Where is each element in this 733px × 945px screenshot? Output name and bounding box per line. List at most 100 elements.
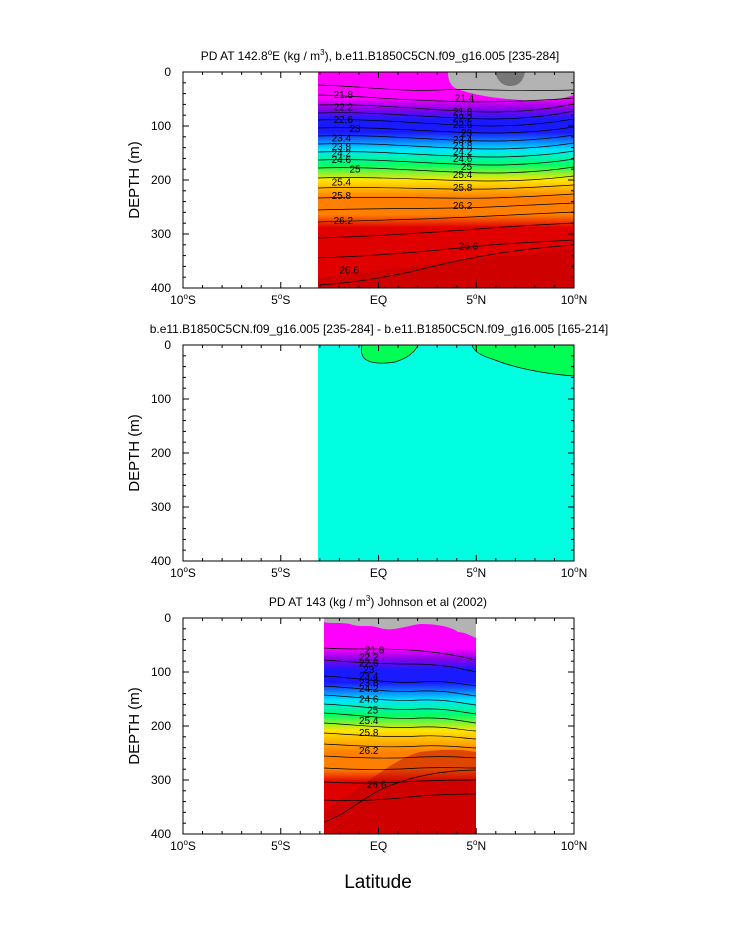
panel-2-ylabel: DEPTH (m) (126, 414, 143, 492)
panel-2: b.e11.B1850C5CN.f09_g16.005 [235-284] - … (126, 322, 608, 580)
contour-label: 24.2 (359, 684, 379, 695)
y-tick-label: 200 (151, 446, 171, 460)
contour-label: 26.2 (359, 746, 379, 757)
panel-3-field (324, 618, 476, 834)
panel-1-field (318, 72, 574, 288)
contour-label: 23.4 (359, 671, 379, 682)
y-tick-label: 300 (151, 227, 171, 241)
contour-line (324, 767, 476, 770)
contour-label: 23 (349, 124, 361, 135)
contour-label: 23 (363, 665, 375, 676)
contour-label: 21.4 (455, 93, 475, 104)
contour-line (318, 126, 574, 134)
panel-2-title: b.e11.B1850C5CN.f09_g16.005 [235-284] - … (150, 322, 609, 336)
panel-1-dark-gray-patch (495, 72, 525, 86)
x-tick-label: 10oN (561, 838, 587, 853)
x-tick-label: 10oN (561, 292, 587, 307)
contour-label: 26.6 (367, 780, 387, 791)
y-tick-label: 100 (151, 392, 171, 406)
contour-line (324, 793, 476, 801)
panel-3-labels: 21.822.222.62323.423.824.224.62525.425.8… (359, 645, 387, 790)
contour-label: 25.8 (453, 183, 473, 194)
x-tick-label: 5oN (466, 292, 486, 307)
y-tick-label: 100 (151, 119, 171, 133)
panel-2-green-right (471, 345, 574, 377)
y-tick-label: 300 (151, 773, 171, 787)
x-tick-label: EQ (370, 839, 387, 853)
contour-line (318, 244, 574, 286)
panel-1-gray-patch (448, 72, 574, 101)
x-tick-label: EQ (370, 293, 387, 307)
contour-line (324, 769, 476, 823)
contour-label: 24.2 (332, 149, 352, 160)
contour-label: 23.8 (453, 141, 473, 152)
panel-3-ticks: 10oS 5oS EQ 5oN 10oN 0 100 200 300 400 (151, 611, 587, 853)
contour-label: 25.4 (359, 716, 379, 727)
contour-label: 21.8 (334, 90, 354, 101)
contour-line (318, 103, 574, 113)
contour-line (324, 755, 476, 759)
panel-1-title: PD AT 142.8oE (kg / m3), b.e11.B1850C5CN… (201, 48, 559, 63)
contour-label: 25 (349, 165, 361, 176)
contour-line (324, 685, 476, 697)
contour-label: 26.2 (334, 216, 354, 227)
contour-line (318, 239, 574, 259)
contour-label: 22.2 (359, 652, 379, 663)
contour-line (324, 647, 476, 661)
contour-line (318, 222, 574, 239)
contour-label: 26.6 (459, 241, 479, 252)
panel-2-field (318, 345, 574, 561)
contour-label: 21.8 (365, 645, 385, 656)
contour-label: 25.8 (359, 728, 379, 739)
contour-line (318, 142, 574, 150)
contour-label: 22.6 (334, 115, 354, 126)
contour-line (318, 211, 574, 223)
contour-line (324, 703, 476, 715)
contour-label: 24.6 (332, 155, 352, 166)
contour-line (324, 743, 476, 749)
panel-2-green-left (361, 345, 419, 364)
contour-line (318, 110, 574, 120)
panel-2-fill (318, 345, 574, 561)
contour-label: 25.4 (332, 178, 352, 189)
contour-label: 25.4 (453, 170, 473, 181)
contour-label: 21.8 (453, 107, 473, 118)
panel-1-ylabel: DEPTH (m) (126, 141, 143, 219)
contour-label: 26.6 (339, 266, 359, 277)
x-tick-label: 5oS (271, 292, 290, 307)
panel-1: PD AT 142.8oE (kg / m3), b.e11.B1850C5CN… (126, 48, 587, 307)
contour-line (324, 712, 476, 724)
x-tick-label: EQ (370, 566, 387, 580)
panel-3-deep-red (324, 749, 476, 834)
contour-line (324, 779, 476, 784)
x-tick-label: 5oN (466, 838, 486, 853)
contour-label: 24.6 (359, 695, 379, 706)
panel-3: PD AT 143 (kg / m3) Johnson et al (2002) (126, 594, 587, 853)
x-axis-label: Latitude (344, 872, 412, 893)
y-tick-label: 200 (151, 719, 171, 733)
panel-1-labels: 21.822.222.62323.423.824.224.62525.425.8… (332, 90, 479, 277)
contour-line (324, 675, 476, 687)
contour-label: 26.2 (453, 201, 473, 212)
contour-label: 24.2 (453, 147, 473, 158)
contour-line (318, 166, 574, 174)
y-tick-label: 300 (151, 500, 171, 514)
panel-3-title: PD AT 143 (kg / m3) Johnson et al (2002) (269, 594, 487, 609)
x-tick-label: 10oS (170, 838, 196, 853)
panel-1-deep-red (318, 248, 574, 288)
x-tick-label: 5oS (271, 838, 290, 853)
contour-line (318, 175, 574, 182)
contour-line (318, 184, 574, 190)
panel-3-ylabel: DEPTH (m) (126, 687, 143, 765)
y-tick-label: 0 (164, 611, 171, 625)
y-tick-label: 200 (151, 173, 171, 187)
contour-label: 23.4 (332, 133, 352, 144)
contour-label: 22.2 (334, 103, 354, 114)
x-tick-label: 10oS (170, 565, 196, 580)
contour-label: 22.2 (453, 113, 473, 124)
contour-label: 23 (461, 129, 473, 140)
contour-line (318, 134, 574, 142)
contour-line (318, 84, 574, 91)
x-tick-label: 10oS (170, 292, 196, 307)
contour-label: 25 (367, 705, 379, 716)
